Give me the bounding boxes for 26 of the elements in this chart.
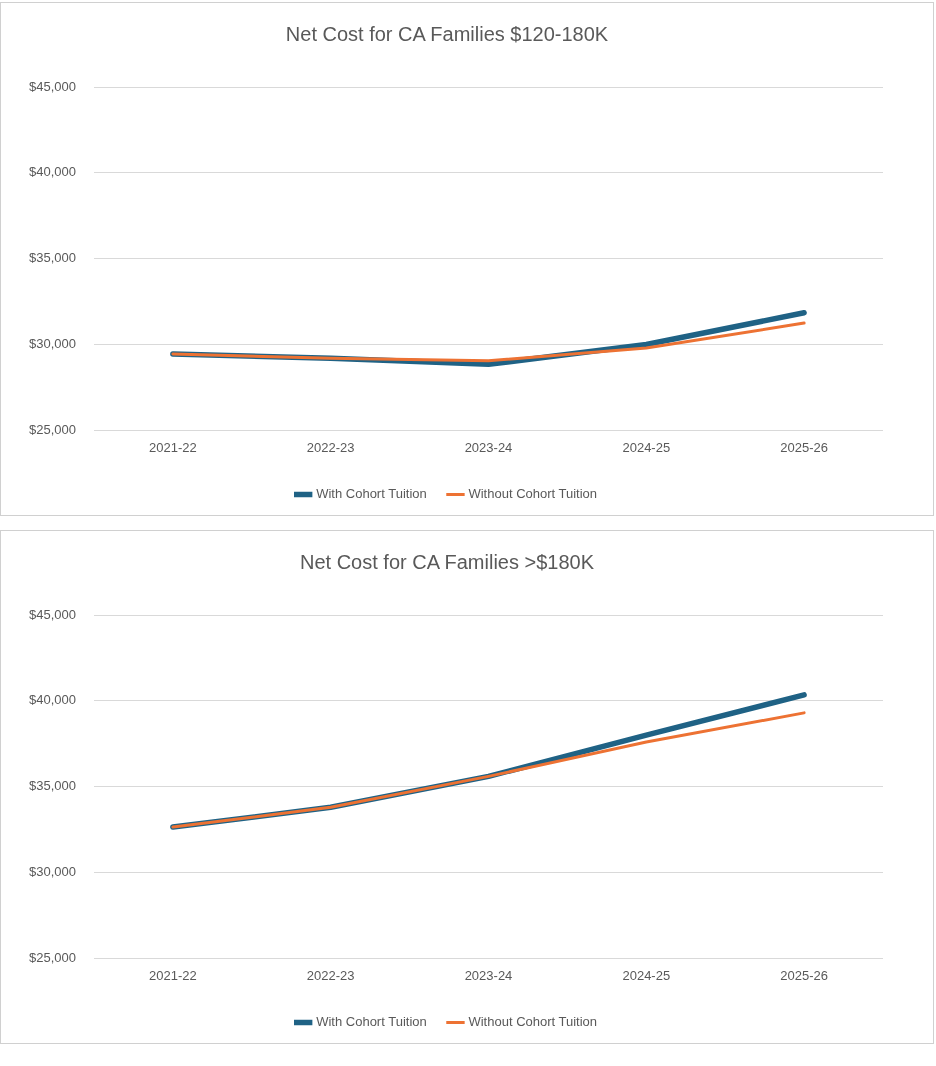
x-tick-label: 2023-24 [464,967,513,983]
y-tick-label: $45,000 [28,78,76,94]
chart-title: Net Cost for CA Families $120-180K [285,22,609,45]
x-tick-label: 2025-26 [780,967,828,983]
x-tick-label: 2023-24 [464,439,513,455]
y-tick-label: $30,000 [28,864,76,880]
y-tick-label: $30,000 [28,336,76,352]
legend-label: Without Cohort Tuition [468,1014,598,1030]
legend-label: With Cohort Tuition [316,486,427,502]
chart-title: Net Cost for CA Families >$180K [299,550,595,573]
legend-label: Without Cohort Tuition [468,486,598,502]
x-tick-label: 2021-22 [149,967,197,983]
y-tick-label: $25,000 [28,421,76,437]
y-tick-label: $35,000 [28,250,76,266]
y-tick-label: $25,000 [28,949,76,965]
legend-label: With Cohort Tuition [316,1014,427,1030]
y-tick-label: $40,000 [28,692,76,708]
x-tick-label: 2021-22 [149,439,197,455]
x-tick-label: 2025-26 [780,439,828,455]
x-tick-label: 2024-25 [622,439,671,455]
x-tick-label: 2024-25 [622,967,671,983]
x-tick-label: 2022-23 [306,967,355,983]
x-tick-label: 2022-23 [306,439,355,455]
y-tick-label: $40,000 [28,164,76,180]
y-tick-label: $45,000 [28,606,76,622]
y-tick-label: $35,000 [28,778,76,794]
